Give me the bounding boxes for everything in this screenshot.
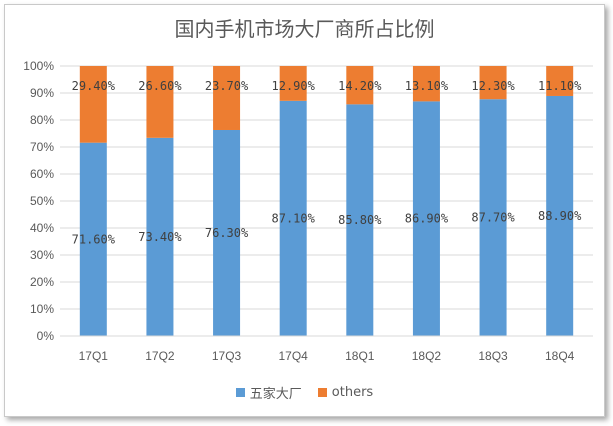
bar-series-2	[412, 66, 440, 102]
data-label-series-1: 88.90%	[538, 209, 582, 223]
data-label-series-2: 26.60%	[138, 79, 182, 93]
y-tick-label: 90%	[30, 86, 54, 100]
data-label-series-1: 71.60%	[72, 232, 116, 246]
x-tick-label: 18Q4	[545, 349, 575, 363]
bar-series-1	[146, 137, 174, 336]
legend-swatch-series-1	[235, 388, 245, 397]
y-tick-label: 60%	[30, 167, 54, 181]
bar-series-2	[146, 66, 174, 138]
y-tick-label: 30%	[30, 248, 54, 262]
bar-series-2	[346, 66, 374, 105]
bar-series-1	[412, 101, 440, 337]
x-tick-label: 18Q1	[345, 349, 375, 363]
y-tick-label: 20%	[30, 275, 54, 289]
data-label-series-2: 12.30%	[471, 79, 515, 93]
bar-series-2	[213, 66, 241, 130]
data-label-series-2: 13.10%	[405, 79, 449, 93]
chart-title: 国内手机市场大厂商所占比例	[174, 17, 435, 41]
legend-item-series-2: others	[317, 385, 374, 400]
legend-swatch-series-2	[317, 388, 327, 397]
legend-item-series-1: 五家大厂	[235, 383, 302, 402]
y-tick-label: 50%	[30, 194, 54, 208]
bar-series-1	[79, 142, 107, 336]
chart-frame: 国内手机市场大厂商所占比例 0% 10% 20% 30% 40% 50% 60% 70% 80%…	[4, 4, 605, 417]
x-tick-label: 17Q1	[79, 349, 109, 363]
y-tick-label: 100%	[23, 59, 54, 73]
bar-series-2	[546, 66, 574, 96]
x-tick-label: 18Q2	[412, 349, 442, 363]
bar-series-2	[79, 66, 107, 143]
data-label-series-1: 73.40%	[138, 230, 182, 244]
data-label-series-2: 14.20%	[338, 79, 382, 93]
data-label-series-1: 87.70%	[471, 211, 515, 225]
data-label-series-1: 85.80%	[338, 213, 382, 227]
bar-series-2	[279, 66, 307, 101]
data-label-series-2: 23.70%	[205, 79, 249, 93]
x-tick-label: 17Q3	[212, 349, 242, 363]
y-tick-label: 70%	[30, 140, 54, 154]
bar-series-1	[279, 100, 307, 336]
y-tick-label: 0%	[37, 329, 55, 343]
data-label-series-1: 86.90%	[405, 212, 449, 226]
x-tick-label: 18Q3	[478, 349, 508, 363]
x-tick-label: 17Q4	[279, 349, 309, 363]
y-tick-label: 40%	[30, 221, 54, 235]
y-tick-label: 80%	[30, 113, 54, 127]
bar-series-1	[546, 95, 574, 336]
bar-series-1	[479, 99, 507, 337]
bar-series-1	[346, 104, 374, 336]
bar-series-1	[213, 129, 241, 336]
y-tick-label: 10%	[30, 302, 54, 316]
data-label-series-2: 11.10%	[538, 79, 582, 93]
data-label-series-2: 29.40%	[72, 79, 116, 93]
legend-label-series-2: others	[331, 385, 374, 400]
data-label-series-2: 12.90%	[272, 79, 316, 93]
legend-label-series-1: 五家大厂	[249, 387, 302, 402]
data-label-series-1: 76.30%	[205, 226, 249, 240]
chart-plot: 0% 10% 20% 30% 40% 50% 60% 70% 80% 90% 100% 71.60% 2…	[23, 59, 593, 363]
bar-series-2	[479, 66, 507, 100]
chart-legend: 五家大厂 others	[5, 383, 604, 402]
data-label-series-1: 87.10%	[272, 211, 316, 225]
x-tick-label: 17Q2	[145, 349, 175, 363]
